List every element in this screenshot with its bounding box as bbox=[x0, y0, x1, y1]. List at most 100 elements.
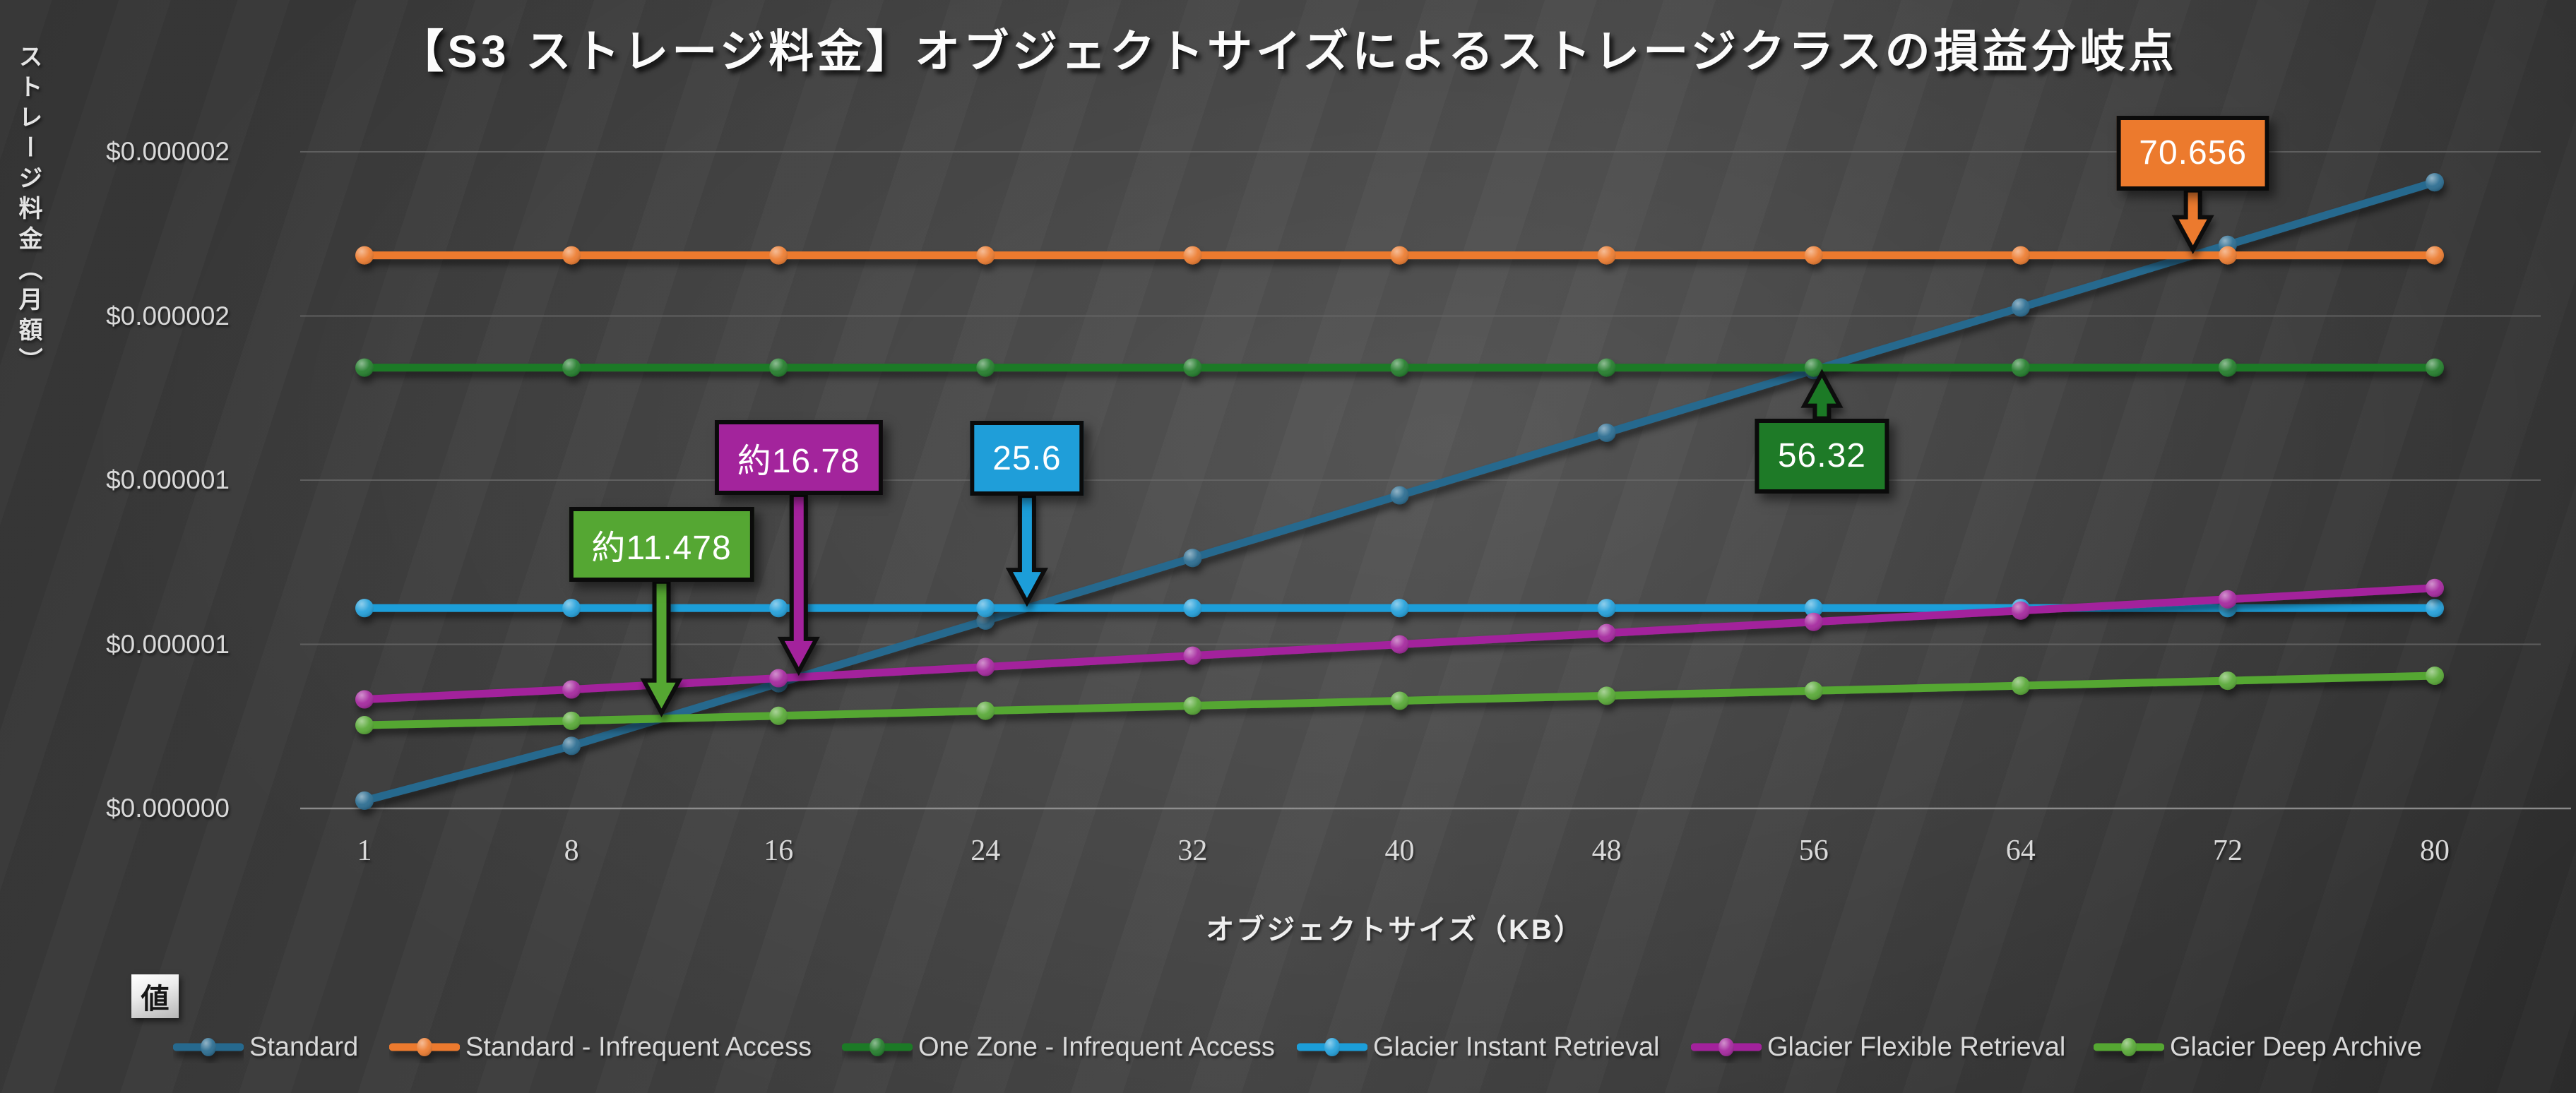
data-point-marker-shine bbox=[355, 599, 374, 618]
data-point-marker-shine bbox=[2426, 599, 2444, 618]
breakeven-glacier-instant-arrow[interactable] bbox=[1005, 494, 1048, 607]
data-point-marker-shine bbox=[355, 791, 374, 810]
breakeven-one-zone-ia-callout[interactable]: 56.32 bbox=[1755, 418, 1889, 494]
data-point-marker-shine bbox=[2011, 358, 2030, 377]
data-point-marker-shine bbox=[1390, 246, 1409, 265]
legend-marker-icon bbox=[173, 1038, 244, 1056]
legend-label: One Zone - Infrequent Access bbox=[918, 1032, 1275, 1062]
x-tick-label: 80 bbox=[2420, 835, 2450, 867]
breakeven-glacier-deep-archive-callout[interactable]: 約11.478 bbox=[569, 506, 754, 582]
data-point-marker-shine bbox=[2218, 246, 2237, 265]
series-one-zone-infrequent-access[interactable] bbox=[355, 358, 2444, 377]
legend-marker-icon bbox=[389, 1038, 460, 1056]
legend-label: Standard - Infrequent Access bbox=[465, 1032, 812, 1062]
legend-item-one-zone-infrequent-access[interactable]: One Zone - Infrequent Access bbox=[842, 1027, 1275, 1067]
data-point-marker-shine bbox=[2218, 358, 2237, 377]
x-tick-label: 32 bbox=[1177, 835, 1208, 867]
breakeven-glacier-flexible-arrow[interactable] bbox=[777, 492, 820, 676]
data-point-marker-shine bbox=[562, 680, 581, 699]
data-point-marker-shine bbox=[976, 599, 995, 618]
legend-marker-icon bbox=[1691, 1038, 1762, 1056]
legend-item-standard[interactable]: Standard bbox=[173, 1027, 358, 1067]
data-point-marker-shine bbox=[562, 358, 581, 377]
data-point-marker-shine bbox=[1183, 549, 1202, 568]
data-point-marker-shine bbox=[769, 358, 788, 377]
y-tick-label: $0.000001 bbox=[106, 629, 230, 659]
x-tick-label: 1 bbox=[357, 835, 372, 867]
data-point-marker-shine bbox=[976, 358, 995, 377]
data-point-marker-shine bbox=[1390, 358, 1409, 377]
data-point-marker-shine bbox=[1390, 486, 1409, 505]
data-point-marker-shine bbox=[976, 657, 995, 676]
y-tick-label: $0.000002 bbox=[106, 137, 230, 166]
breakeven-standard-ia-arrow[interactable] bbox=[2171, 188, 2214, 254]
y-tick-label: $0.000001 bbox=[106, 465, 230, 494]
legend-label: Standard bbox=[249, 1032, 359, 1062]
data-point-marker-shine bbox=[355, 246, 374, 265]
data-point-marker-shine bbox=[2011, 601, 2030, 620]
x-axis-title: オブジェクトサイズ（KB） bbox=[1206, 914, 1584, 945]
legend-label: Glacier Deep Archive bbox=[2170, 1032, 2422, 1062]
data-point-marker-shine bbox=[2011, 246, 2030, 265]
x-tick-label: 40 bbox=[1384, 835, 1415, 867]
data-point-marker-shine bbox=[1183, 358, 1202, 377]
data-point-marker-shine bbox=[976, 701, 995, 720]
x-tick-label: 72 bbox=[2212, 835, 2243, 867]
data-point-marker-shine bbox=[1390, 691, 1409, 710]
chart-title: 【S3 ストレージ料金】オブジェクトサイズによるストレージクラスの損益分岐点 bbox=[398, 26, 2178, 77]
legend-item-glacier-flexible-retrieval[interactable]: Glacier Flexible Retrieval bbox=[1691, 1027, 2065, 1067]
data-point-marker-shine bbox=[1804, 612, 1823, 631]
data-point-marker-shine bbox=[355, 716, 374, 735]
data-point-marker-shine bbox=[1597, 423, 1616, 442]
data-point-marker-shine bbox=[1804, 246, 1823, 265]
data-point-marker-shine bbox=[769, 246, 788, 265]
data-point-marker-shine bbox=[1183, 696, 1202, 715]
data-point-marker-shine bbox=[2426, 246, 2444, 265]
breakeven-standard-ia-callout[interactable]: 70.656 bbox=[2116, 115, 2270, 191]
breakeven-arrows bbox=[640, 188, 2214, 718]
breakeven-glacier-flexible-callout[interactable]: 約16.78 bbox=[714, 419, 883, 495]
data-point-marker-shine bbox=[1390, 599, 1409, 618]
data-point-marker-shine bbox=[2218, 671, 2237, 691]
data-point-marker-shine bbox=[1597, 623, 1616, 643]
x-tick-label: 64 bbox=[2005, 835, 2036, 867]
legend-item-glacier-deep-archive[interactable]: Glacier Deep Archive bbox=[2094, 1027, 2422, 1067]
legend-label: Glacier Instant Retrieval bbox=[1373, 1032, 1660, 1062]
series-standard[interactable] bbox=[355, 173, 2444, 810]
x-tick-label: 56 bbox=[1798, 835, 1829, 867]
y-tick-label: $0.000000 bbox=[106, 794, 230, 823]
data-point-marker-shine bbox=[562, 711, 581, 730]
breakeven-one-zone-ia-arrow[interactable] bbox=[1800, 369, 1844, 421]
data-point-marker-shine bbox=[1183, 646, 1202, 665]
data-point-marker-shine bbox=[2426, 358, 2444, 377]
data-point-marker-shine bbox=[769, 669, 788, 688]
legend-marker-icon bbox=[842, 1038, 913, 1056]
series-glacier-deep-archive[interactable] bbox=[355, 666, 2444, 735]
data-point-marker-shine bbox=[562, 246, 581, 265]
data-point-marker-shine bbox=[1597, 599, 1616, 618]
data-point-marker-shine bbox=[1183, 599, 1202, 618]
data-point-marker-shine bbox=[1390, 635, 1409, 654]
data-point-marker-shine bbox=[1804, 358, 1823, 377]
data-point-marker-shine bbox=[2011, 676, 2030, 695]
data-point-marker-shine bbox=[769, 706, 788, 725]
data-point-marker-shine bbox=[2218, 590, 2237, 609]
legend-item-standard-infrequent-access[interactable]: Standard - Infrequent Access bbox=[389, 1027, 812, 1067]
breakeven-glacier-instant-callout[interactable]: 25.6 bbox=[970, 421, 1084, 496]
data-point-marker-shine bbox=[2426, 173, 2444, 192]
legend-marker-icon bbox=[2094, 1038, 2164, 1056]
data-point-marker-shine bbox=[355, 690, 374, 709]
series-glacier-flexible-retrieval[interactable] bbox=[355, 578, 2444, 709]
breakeven-glacier-deep-archive-arrow[interactable] bbox=[640, 579, 683, 718]
series-standard-infrequent-access[interactable] bbox=[355, 246, 2444, 265]
data-point-marker-shine bbox=[1804, 681, 1823, 700]
legend-item-glacier-instant-retrieval[interactable]: Glacier Instant Retrieval bbox=[1297, 1027, 1660, 1067]
y-tick-label: $0.000002 bbox=[106, 301, 230, 330]
data-point-marker-shine bbox=[355, 358, 374, 377]
data-point-marker-shine bbox=[1597, 686, 1616, 705]
value-field-button[interactable]: 値 bbox=[131, 974, 179, 1018]
gridlines bbox=[300, 151, 2571, 810]
data-point-marker-shine bbox=[562, 736, 581, 755]
legend-label: Glacier Flexible Retrieval bbox=[1767, 1032, 2066, 1062]
